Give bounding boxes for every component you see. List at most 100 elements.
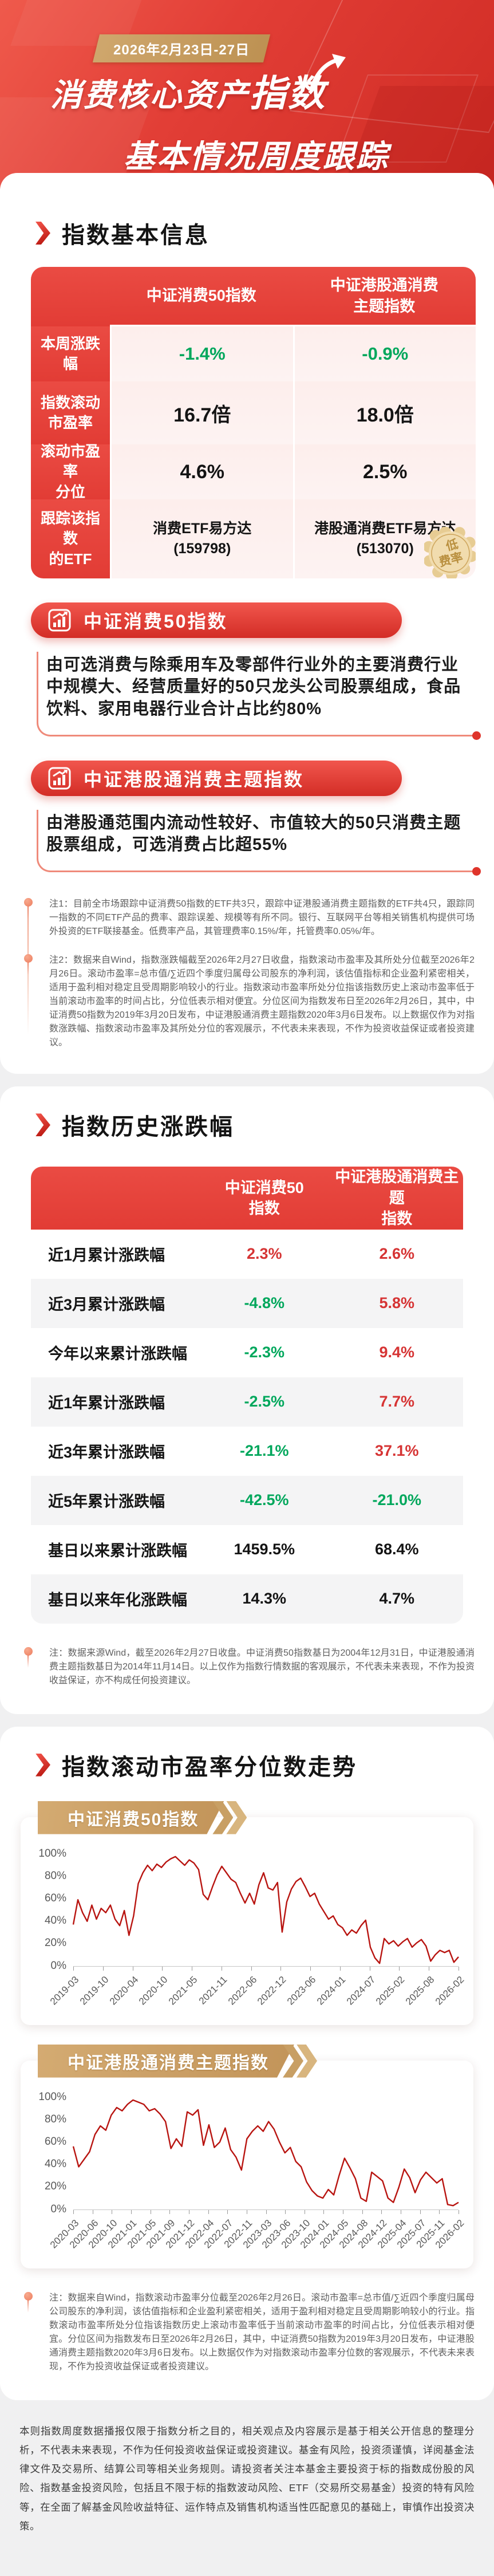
cell-value: 5.8%	[379, 1294, 415, 1312]
chart-panel-hk-consumption: 0% 20% 40% 60% 80% 100% 2020-03 2020-06 2020-10…	[21, 2060, 473, 2268]
chart-plot-area: 0% 20% 40% 60% 80% 100%	[38, 1848, 459, 1972]
footnote-1: 注1：目前全市场跟踪中证消费50指数的ETF共3只，跟踪中证港股通消费主题指数的…	[24, 897, 475, 939]
cell-value: 37.1%	[374, 1442, 419, 1460]
line-chart-hk-pe-percentile: 0% 20% 40% 60% 80% 100% 2020-03 2020-06 2020-10…	[38, 2091, 466, 2263]
date-badge: 2026年2月23日-27日	[92, 34, 271, 62]
column-header-csi50: 中证消费50指数	[110, 267, 293, 326]
index-block-title-text: 中证港股通消费主题指数	[84, 769, 305, 790]
chart-line	[73, 1854, 459, 1966]
table-row: 近1月累计涨跌幅 2.3% 2.6%	[31, 1229, 463, 1279]
table-row: 近1年累计涨跌幅 -2.5% 7.7%	[31, 1377, 463, 1427]
table-row: 基日以来累计涨跌幅 1459.5% 68.4%	[31, 1525, 463, 1574]
cell-value: -2.3%	[244, 1344, 285, 1361]
cell-value: 1459.5%	[234, 1541, 295, 1558]
page-title-line1: 消费核心资产指数	[50, 54, 494, 117]
row-label: 近1年累计涨跌幅	[48, 1395, 165, 1412]
etf-code-csi50: (159798)	[173, 541, 231, 557]
footnotes: 注1：目前全市场跟踪中证消费50指数的ETF共3只，跟踪中证港股通消费主题指数的…	[24, 897, 475, 1050]
pin-icon	[24, 954, 33, 975]
chevron-right-icon	[35, 222, 50, 245]
value-weekly-change-hk: -0.9%	[362, 344, 409, 364]
chart-panel-csi50: 0% 20% 40% 60% 80% 100% 2019-03 2019-10 2020-04…	[21, 1817, 473, 2025]
row-label-weekly-change: 本周涨跌幅	[31, 326, 110, 381]
hero-banner: 2026年2月23日-27日 消费核心资产指数 基本情况周度跟踪	[0, 0, 494, 189]
chart-banner-hk-consumption: 中证港股通消费主题指数	[38, 2044, 494, 2078]
footnote-2: 注2：数据来自Wind，指数涨跌幅截至2026年2月27日收盘，指数滚动市盈率及…	[24, 954, 475, 1050]
chart-banner-label: 中证消费50指数	[38, 1801, 224, 1834]
column-header-hk-consumption: 中证港股通消费 主题指数	[293, 267, 476, 326]
legal-disclaimer: 本则指数周度数据播报仅限于指数分析之目的，相关观点及内容展示是基于相关公开信息的…	[19, 2425, 475, 2532]
etf-code-hk: (513070)	[356, 541, 414, 557]
row-label-pe-percentile: 滚动市盈率 分位	[31, 443, 110, 501]
row-label: 今年以来累计涨跌幅	[48, 1345, 187, 1363]
index-block-title-csi50: 中证消费50指数	[31, 602, 402, 638]
row-label-tracking-etf: 跟踪该指数 的ETF	[31, 499, 110, 578]
table-cell: 18.0倍	[293, 381, 476, 444]
etf-name-csi50: 消费ETF易方达	[153, 521, 252, 537]
table-corner-cell	[31, 267, 110, 326]
trend-chart-icon	[48, 609, 71, 632]
row-label: 近1月累计涨跌幅	[48, 1247, 165, 1265]
up-arrow-icon	[309, 54, 346, 92]
cell-value: -2.5%	[244, 1393, 285, 1411]
pin-icon	[24, 898, 33, 919]
pin-icon	[24, 2291, 33, 2313]
table-row: 今年以来累计涨跌幅 -2.3% 9.4%	[31, 1328, 463, 1377]
table-cell: 消费ETF易方达 (159798)	[110, 499, 293, 578]
trend-chart-icon	[48, 767, 71, 790]
footnote-1-text: 注1：目前全市场跟踪中证消费50指数的ETF共3只，跟踪中证港股通消费主题指数的…	[49, 899, 475, 937]
section-heading: 指数滚动市盈率分位数走势	[62, 1754, 357, 1780]
value-pe-percentile-csi50: 4.6%	[180, 460, 225, 483]
page-title-line1-text: 消费核心资产	[50, 77, 250, 113]
pin-icon	[24, 1647, 33, 1668]
low-fee-seal-icon: 低 费率	[424, 527, 476, 578]
footnote-pe-text: 注：数据来自Wind，指数滚动市盈率分位截至2026年2月26日。滚动市盈率=总…	[49, 2293, 475, 2372]
chart-banner-csi50: 中证消费50指数	[38, 1801, 494, 1834]
footnote-text-wrap: 注：数据来自Wind，指数滚动市盈率分位截至2026年2月26日。滚动市盈率=总…	[24, 2291, 475, 2374]
chart-banner-label: 中证港股通消费主题指数	[38, 2045, 294, 2078]
cell-value: 9.4%	[379, 1344, 415, 1361]
page-title-line2: 基本情况周度跟踪	[124, 139, 390, 174]
table-cell: 2.5%	[293, 444, 476, 499]
cell-value: 2.6%	[379, 1245, 415, 1263]
chart-plot-area: 0% 20% 40% 60% 80% 100%	[38, 2091, 459, 2215]
cell-value: -4.8%	[244, 1294, 285, 1312]
page-title-line1-emphasis: 指数	[250, 73, 327, 114]
section-title-basic-info: 指数基本信息	[35, 216, 494, 250]
cell-value: -21.0%	[372, 1491, 422, 1509]
column-header-hk-consumption: 中证港股通消费主题 指数	[335, 1168, 459, 1228]
value-pe-percentile-hk: 2.5%	[363, 460, 408, 483]
basic-info-table: 中证消费50指数 中证港股通消费 主题指数 本周涨跌幅 -1.4% -0.9% …	[31, 267, 476, 578]
row-label: 近3年累计涨跌幅	[48, 1444, 165, 1462]
row-label-pe: 指数滚动 市盈率	[31, 381, 110, 444]
chevron-right-icon	[35, 1113, 50, 1137]
cell-value: -21.1%	[239, 1442, 289, 1460]
table-row: 近3月累计涨跌幅 -4.8% 5.8%	[31, 1278, 463, 1328]
row-label: 基日以来年化涨跌幅	[48, 1592, 187, 1609]
section-basic-info: 指数基本信息 中证消费50指数 中证港股通消费 主题指数 本周涨跌幅 -1.4%…	[0, 173, 494, 1074]
section-heading: 指数历史涨跌幅	[62, 1114, 234, 1140]
table-row: 基日以来年化涨跌幅 14.3% 4.7%	[31, 1574, 463, 1624]
table-row: 近3年累计涨跌幅 -21.1% 37.1%	[31, 1426, 463, 1476]
line-chart-csi50-pe-percentile: 0% 20% 40% 60% 80% 100% 2019-03 2019-10 2020-04…	[38, 1848, 466, 2019]
section-history-returns: 指数历史涨跌幅 中证消费50 指数 中证港股通消费主题 指数 近1月累计涨跌幅 …	[0, 1086, 494, 1714]
footnote-pe: 注：数据来自Wind，指数滚动市盈率分位截至2026年2月26日。滚动市盈率=总…	[24, 2291, 475, 2374]
table-cell: 16.7倍	[110, 381, 293, 444]
cell-value: 4.7%	[379, 1590, 415, 1608]
row-label: 近5年累计涨跌幅	[48, 1493, 165, 1511]
column-header-csi50: 中证消费50 指数	[224, 1179, 304, 1217]
footnote-history-text: 注：数据来源Wind，截至2026年2月27日收盘。中证消费50指数基日为200…	[49, 1648, 475, 1685]
table-cell: -1.4%	[110, 326, 293, 381]
section-title-history: 指数历史涨跌幅	[35, 1108, 494, 1141]
chevron-right-icon	[35, 1753, 50, 1777]
row-label: 近3月累计涨跌幅	[48, 1296, 165, 1314]
footnote-text-wrap: 注：数据来源Wind，截至2026年2月27日收盘。中证消费50指数基日为200…	[24, 1647, 475, 1688]
footnote-history: 注：数据来源Wind，截至2026年2月27日收盘。中证消费50指数基日为200…	[24, 1647, 475, 1688]
table-header-row: 中证消费50 指数 中证港股通消费主题 指数	[31, 1167, 463, 1230]
history-returns-table: 中证消费50 指数 中证港股通消费主题 指数 近1月累计涨跌幅 2.3% 2.6…	[31, 1167, 463, 1624]
section-title-pe-trend: 指数滚动市盈率分位数走势	[35, 1748, 494, 1782]
index-block-title-hk-consumption: 中证港股通消费主题指数	[31, 760, 402, 796]
table-cell: 4.6%	[110, 444, 293, 499]
footnote-2-text: 注2：数据来自Wind，指数涨跌幅截至2026年2月27日收盘，指数滚动市盈率及…	[49, 955, 475, 1048]
cell-value: -42.5%	[239, 1491, 289, 1509]
